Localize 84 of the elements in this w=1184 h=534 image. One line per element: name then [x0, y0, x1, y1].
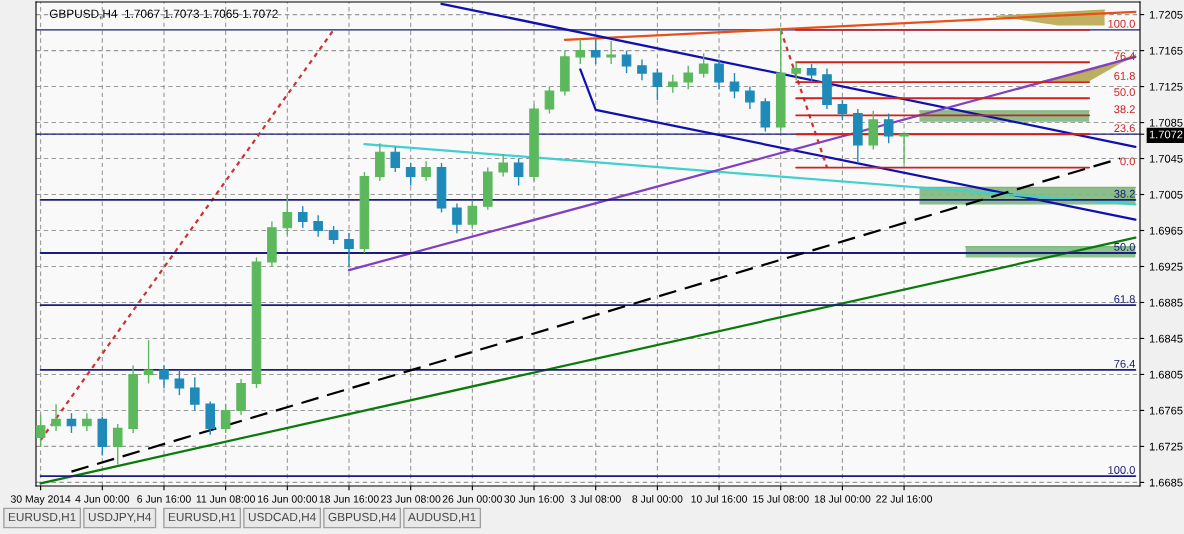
candlestick [421, 160, 431, 182]
candlestick [159, 364, 169, 389]
candlestick [297, 205, 308, 229]
y-tick-label: 1.6725 [1149, 442, 1183, 451]
x-tick-label: 18 Jul 00:00 [814, 495, 871, 503]
y-tick-label: 1.7072 [1149, 130, 1183, 139]
text: 61.8 [1114, 72, 1135, 80]
x-tick-label: 11 Jun 08:00 [196, 495, 255, 503]
text: EURUSD,H1 [8, 512, 76, 523]
text: 38.2 [1114, 105, 1135, 114]
text: USDJPY,H4 [88, 512, 152, 523]
candlestick [698, 52, 709, 79]
candlestick [405, 162, 416, 187]
x-tick-label: 22 Jul 16:00 [876, 495, 933, 503]
candlestick [51, 403, 61, 432]
y-tick-label: 1.7085 [1149, 118, 1183, 127]
y-tick-label: 1.6685 [1149, 478, 1183, 487]
y-tick-label: 1.7045 [1149, 154, 1183, 163]
x-tick-label: 30 May 2014 [10, 495, 71, 505]
candlestick [174, 369, 185, 396]
x-tick-label: 26 Jun 00:00 [442, 495, 503, 503]
candlestick [467, 200, 478, 229]
text: EURUSD,H1 [168, 512, 236, 523]
candlestick [190, 376, 200, 412]
series-label: 61.8 [1114, 295, 1135, 303]
x-tick-label: 15 Jul 08:00 [753, 495, 809, 503]
series-label: 38.2 [1114, 189, 1135, 198]
candlestick [313, 214, 323, 238]
x-tick-label: 10 Jul 16:00 [691, 495, 748, 503]
y-tick-label: 1.7125 [1149, 82, 1183, 91]
y-tick-label: 1.7005 [1149, 190, 1183, 199]
candlestick [575, 38, 586, 65]
candlestick [652, 67, 663, 101]
candlestick [143, 339, 154, 385]
x-tick-label: 16 Jun 00:00 [258, 495, 318, 503]
candlestick [498, 153, 508, 178]
candlestick [513, 157, 524, 187]
y-tick-label: 1.6805 [1149, 370, 1183, 379]
candlestick [344, 232, 354, 268]
y-tick-label: 1.7165 [1149, 46, 1183, 55]
series-label: 76.4 [1114, 359, 1136, 368]
text: USDCAD,H4 [248, 512, 316, 523]
series-label: 100.0 [1108, 466, 1135, 474]
text: 0.0 [1120, 157, 1135, 166]
candlestick [899, 132, 909, 164]
candlestick [544, 85, 555, 115]
candlestick [637, 58, 647, 81]
y-tick-label: 1.6845 [1149, 334, 1183, 343]
candlestick [745, 85, 755, 110]
candlestick [36, 414, 46, 448]
text: GBPUSD,H4 1.7067 1.7073 1.7065 1.7072 [49, 9, 278, 20]
text: 76.4 [1114, 52, 1136, 61]
series-label: 100.0 [1108, 19, 1135, 28]
y-tick-label: 1.6925 [1149, 262, 1183, 271]
text: 50.0 [1114, 88, 1135, 97]
y-tick-label: 1.6765 [1149, 406, 1183, 415]
candlestick [714, 58, 724, 90]
candlestick [621, 49, 632, 74]
text: GBPUSD,H4 [328, 512, 396, 523]
candlestick [791, 61, 801, 81]
candlestick [452, 202, 462, 234]
y-tick-label: 1.6965 [1149, 226, 1183, 235]
candlestick [112, 423, 123, 466]
candlestick [282, 193, 293, 236]
candlestick [729, 72, 740, 99]
candlestick [883, 112, 894, 144]
candlestick [837, 99, 848, 121]
y-tick-label: 1.7205 [1149, 10, 1183, 19]
x-tick-label: 30 Jun 16:00 [504, 495, 564, 503]
x-tick-label: 23 Jun 08:00 [381, 495, 441, 503]
text: AUDUSD,H1 [408, 512, 476, 523]
candlestick [220, 403, 231, 434]
text: 23.6 [1114, 124, 1135, 133]
candlestick [606, 39, 616, 65]
x-tick-label: 6 Jun 16:00 [137, 495, 191, 503]
x-tick-label: 3 Jul 08:00 [570, 495, 621, 503]
x-tick-label: 8 Jul 00:00 [632, 495, 683, 503]
candlestick [590, 38, 601, 65]
candlestick [683, 65, 694, 90]
x-tick-label: 18 Jun 16:00 [319, 495, 379, 503]
candlestick [390, 146, 401, 173]
y-tick-label: 1.6885 [1149, 298, 1183, 307]
candlestick [66, 412, 77, 434]
x-tick-label: 4 Jun 00:00 [75, 495, 130, 503]
